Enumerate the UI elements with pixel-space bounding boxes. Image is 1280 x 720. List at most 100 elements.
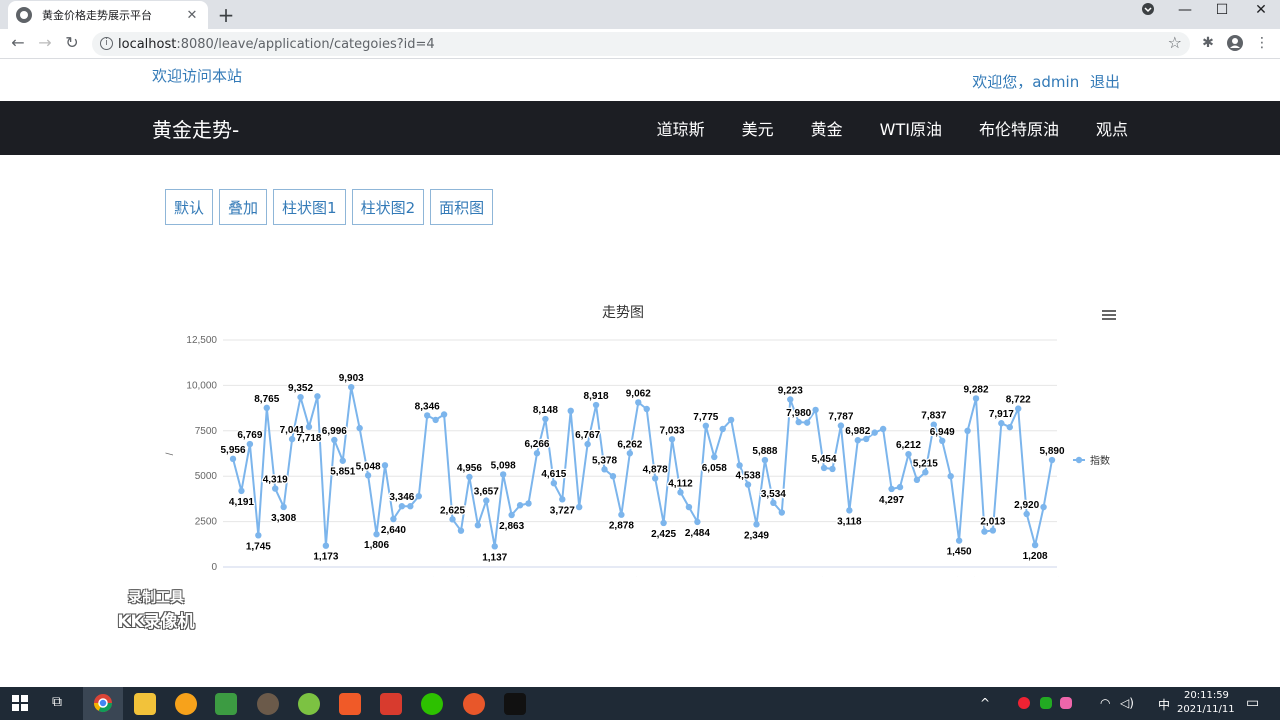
data-point — [702, 422, 710, 430]
tray-app-icon-2[interactable] — [1040, 697, 1052, 709]
ime-indicator[interactable]: 中 — [1158, 698, 1171, 712]
x-tick-label: 2021/5/18 — [877, 575, 912, 577]
new-tab-button[interactable]: + — [217, 3, 235, 27]
data-label: 5,098 — [491, 460, 516, 471]
tray-expand-icon[interactable]: ^ — [980, 696, 991, 710]
profile-icon[interactable] — [1226, 35, 1244, 55]
data-label: 4,319 — [263, 475, 288, 486]
clock-time[interactable]: 20:11:59 — [1184, 690, 1229, 701]
data-point — [584, 440, 591, 448]
data-label: 8,346 — [415, 401, 440, 412]
area-chart-button[interactable]: 面积图 — [430, 189, 494, 225]
data-point — [457, 527, 465, 534]
clock-date[interactable]: 2021/11/11 — [1177, 704, 1235, 715]
close-icon[interactable]: ✕ — [186, 7, 198, 23]
bar-chart-1-button[interactable]: 柱状图1 — [273, 189, 346, 225]
data-label: 4,191 — [229, 497, 254, 508]
data-label: 9,352 — [288, 383, 313, 394]
x-tick-label: 2021/5/9 — [425, 575, 457, 577]
wechat-icon[interactable] — [421, 693, 443, 715]
task-view-icon[interactable]: ⧉ — [52, 694, 62, 710]
y-tick-label: 7500 — [195, 426, 218, 437]
nav-item-usd[interactable]: 美元 — [741, 120, 774, 139]
url-host: localhost — [118, 36, 177, 52]
volume-icon[interactable]: ◁) — [1120, 696, 1134, 710]
data-label: 2,640 — [381, 525, 406, 536]
minimize-icon[interactable]: — — [1178, 2, 1192, 18]
settings-app-icon[interactable] — [257, 693, 279, 715]
data-point — [398, 503, 406, 510]
data-label: 3,346 — [389, 492, 414, 503]
data-label: 1,173 — [313, 552, 338, 563]
chart-menu-icon[interactable] — [1102, 310, 1116, 320]
globe-icon — [16, 7, 32, 23]
info-icon[interactable]: i — [100, 37, 113, 50]
tab-title: 黄金价格走势展示平台 — [42, 9, 152, 22]
data-label: 5,048 — [356, 461, 381, 472]
data-point — [651, 475, 659, 482]
default-button[interactable]: 默认 — [165, 189, 214, 225]
wps-icon[interactable] — [380, 693, 402, 715]
tray-app-icon[interactable] — [1018, 697, 1030, 709]
y-tick-label: 12,500 — [186, 335, 217, 346]
nav-item-brent[interactable]: 布伦特原油 — [978, 120, 1059, 139]
data-point — [491, 543, 498, 550]
data-label: 3,727 — [550, 505, 575, 516]
x-tick-label: 2021/2/19 — [574, 575, 609, 577]
editor-app-icon[interactable] — [215, 693, 237, 715]
orange-app-icon[interactable] — [339, 693, 361, 715]
data-point — [618, 511, 625, 518]
data-point — [888, 485, 895, 493]
chrome-taskbar-item[interactable] — [83, 687, 123, 720]
data-point — [626, 450, 634, 457]
nav-item-wti[interactable]: WTI原油 — [879, 120, 942, 139]
data-point — [635, 399, 642, 406]
windows-start-icon[interactable] — [12, 695, 28, 715]
data-label: 4,112 — [668, 478, 693, 489]
reload-icon[interactable]: ↻ — [65, 33, 79, 52]
browser-tab[interactable]: 黄金价格走势展示平台 ✕ — [8, 1, 208, 29]
back-icon[interactable]: ← — [11, 33, 25, 52]
data-label: 2,484 — [685, 528, 710, 539]
wifi-icon[interactable]: ◠ — [1100, 696, 1111, 710]
capcut-icon[interactable] — [504, 693, 526, 715]
navbar-brand[interactable]: 黄金走势- — [152, 118, 240, 142]
nav-item-dow-jones[interactable]: 道琼斯 — [656, 120, 705, 139]
nav-item-opinion[interactable]: 观点 — [1095, 120, 1128, 139]
forward-icon[interactable]: → — [38, 33, 52, 52]
extensions-icon[interactable]: ✱ — [1202, 35, 1214, 51]
data-point — [246, 440, 254, 448]
data-point — [339, 457, 346, 464]
x-tick-label: 2021/5/22 — [894, 575, 929, 577]
data-point — [787, 396, 794, 403]
x-tick-label: 2021/4/27 — [793, 575, 828, 577]
star-icon[interactable]: ☆ — [1167, 33, 1182, 52]
data-point — [989, 527, 997, 534]
file-explorer-icon[interactable] — [134, 693, 156, 715]
x-tick-label: 2021/5/7 — [408, 575, 440, 577]
logout-link[interactable]: 退出 — [1089, 73, 1120, 91]
search-app-icon[interactable] — [175, 693, 197, 715]
data-point — [508, 511, 515, 519]
tray-app-icon-3[interactable] — [1060, 697, 1072, 709]
nav-item-gold[interactable]: 黄金 — [810, 120, 843, 139]
green-app-icon[interactable] — [298, 693, 320, 715]
maximize-icon[interactable]: ☐ — [1215, 2, 1229, 18]
menu-icon[interactable]: ⋮ — [1255, 35, 1269, 51]
recorder-app-icon[interactable] — [463, 693, 485, 715]
tab-search-icon[interactable] — [1133, 2, 1163, 20]
bar-chart-2-button[interactable]: 柱状图2 — [351, 189, 425, 225]
notification-icon[interactable]: ▭ — [1246, 695, 1260, 711]
legend-label[interactable]: 指数 — [1090, 454, 1110, 467]
data-label: 4,297 — [879, 495, 904, 506]
url-input[interactable]: i localhost:8080/leave/application/categ… — [92, 32, 1190, 56]
y-tick-label: 5000 — [195, 471, 218, 482]
data-point — [432, 416, 439, 424]
window-close-icon[interactable]: ✕ — [1255, 2, 1267, 18]
data-label: 2,349 — [744, 530, 769, 541]
data-label: 8,918 — [584, 391, 609, 402]
stack-button[interactable]: 叠加 — [219, 189, 268, 225]
data-label: 6,262 — [617, 439, 642, 450]
data-label: 6,982 — [845, 426, 870, 437]
x-tick-label: 2021/2/13 — [540, 575, 575, 577]
